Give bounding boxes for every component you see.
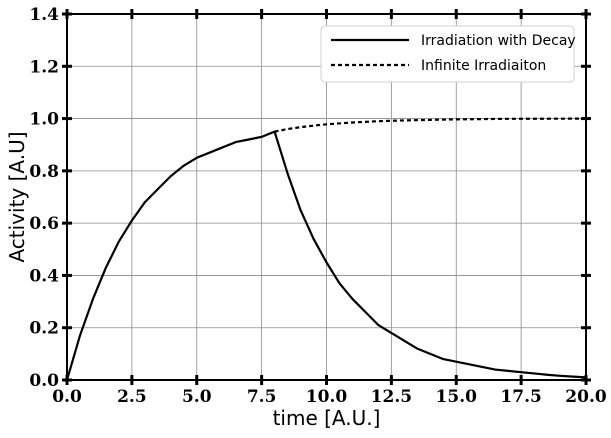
y-tick-label: 1.0: [29, 110, 59, 130]
x-tick-label: 17.5: [500, 387, 541, 407]
y-tick-label: 0.8: [29, 162, 59, 182]
series-line-irradiation-with-decay: [65, 130, 587, 381]
legend: Irradiation with Decay Infinite Irradiai…: [320, 25, 576, 83]
legend-label-decay: Irradiation with Decay: [421, 33, 576, 49]
x-tick-label: 0.0: [52, 387, 82, 407]
x-tick-label: 20.0: [565, 387, 607, 407]
tick-labels: 0.0 2.5 5.0 7.5 10.0 12.5 15.0 17.5 20.0 0.0 0.2 0.…: [29, 5, 606, 407]
x-axis-label: time [A.U.]: [273, 406, 381, 430]
series-line-infinite-irradiation: [274, 117, 587, 133]
x-tick-label: 2.5: [117, 387, 147, 407]
y-tick-label: 1.4: [29, 5, 59, 25]
legend-label-infinite: Infinite Irradiaiton: [421, 58, 546, 74]
x-tick-label: 15.0: [436, 387, 478, 407]
y-tick-label: 0.6: [29, 214, 59, 234]
y-tick-label: 0.2: [29, 319, 59, 339]
x-tick-label: 5.0: [182, 387, 212, 407]
y-tick-label: 1.2: [29, 57, 59, 77]
y-tick-label: 0.0: [29, 371, 59, 391]
x-tick-label: 12.5: [371, 387, 412, 407]
y-axis-label: Activity [A.U]: [5, 131, 29, 262]
y-tick-label: 0.4: [29, 266, 59, 286]
x-tick-label: 7.5: [247, 387, 277, 407]
x-tick-label: 10.0: [306, 387, 348, 407]
tick-marks: [62, 9, 591, 385]
series-layer: [65, 117, 587, 381]
